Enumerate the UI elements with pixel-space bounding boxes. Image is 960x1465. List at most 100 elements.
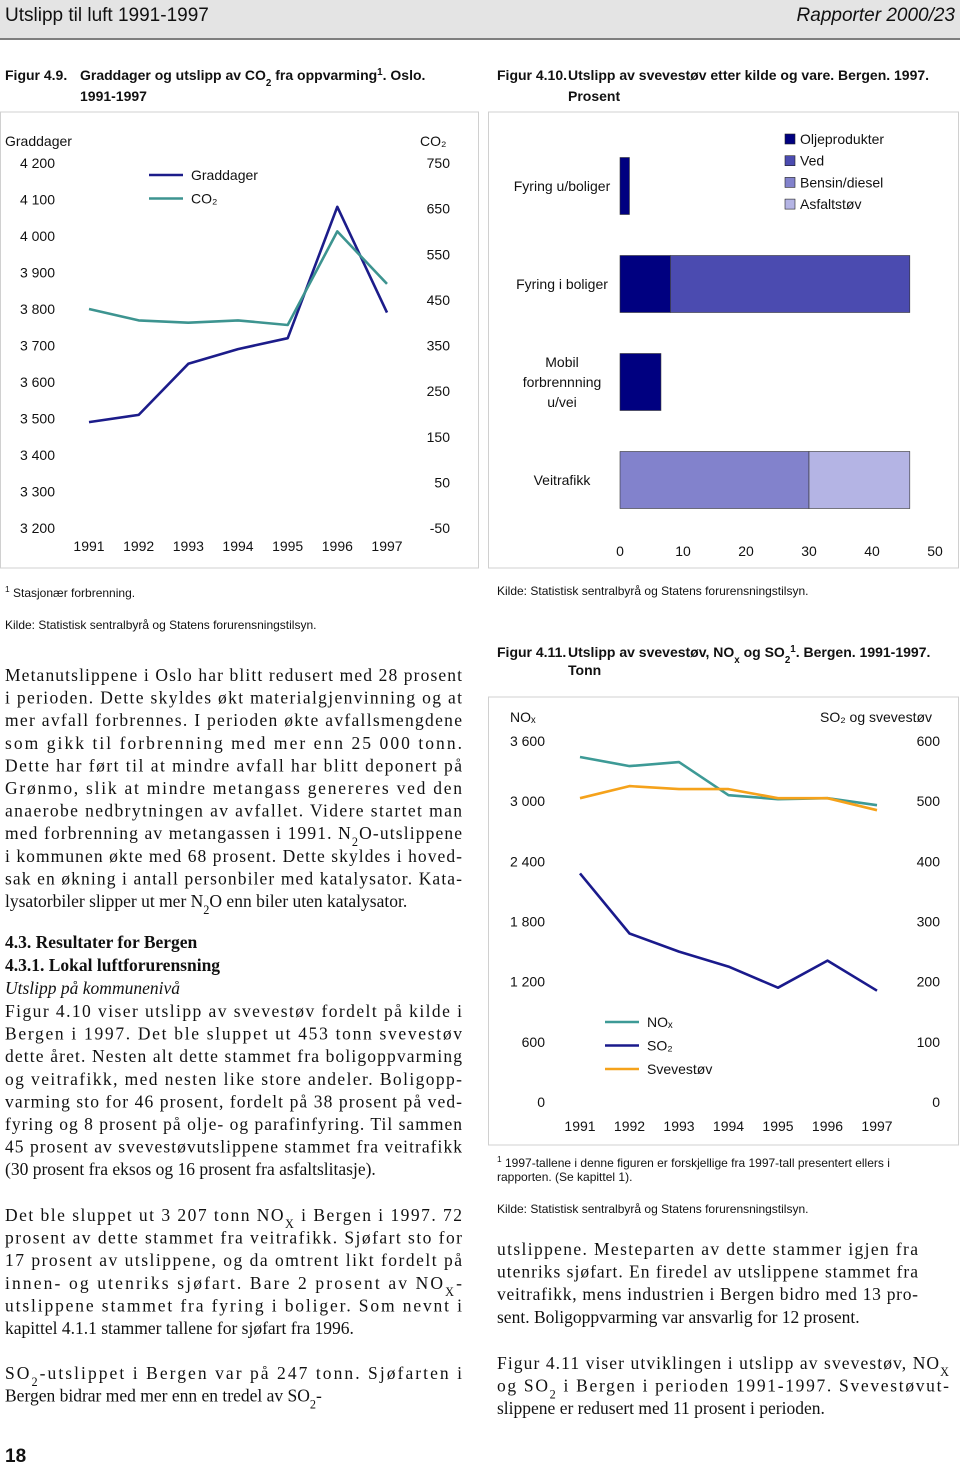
y-tick-label: 3 500 [20,411,55,427]
subscript: X [285,1217,294,1231]
x-tick-label: 1992 [614,1118,645,1134]
text-run: . Bergen. 1991-1997. [796,644,931,660]
y2-tick-label: 400 [917,853,941,869]
x-tick-label: 40 [864,543,880,559]
y-axis-title: NOₓ [510,709,536,725]
figure-subtitle: Tonn [568,662,601,678]
legend-label: Bensin/diesel [800,174,883,190]
y-tick-label: 3 800 [20,301,55,317]
x-tick-label: 1993 [663,1118,694,1134]
body-line: varming sto for 46 prosent, fordelt på 3… [5,1091,462,1111]
subscript: X [940,1365,949,1379]
y-tick-label: 3 300 [20,484,55,500]
text-run: i Bergen i 1997. 72 [295,1205,462,1225]
y-tick-label: 3 600 [20,374,55,390]
sub-subsection-heading: Utslipp på kommunenivå [5,978,180,998]
body-line: dette året. Nesten alt dette stammet fra… [5,1046,462,1066]
body-line: Det ble sluppet ut 3 207 tonn NOX i Berg… [5,1205,462,1231]
x-tick-label: 1993 [173,538,204,554]
body-line: med forbrenning av metangassen i 1991. N… [5,823,462,849]
y2-tick-label: 550 [427,246,451,262]
y2-tick-label: 600 [917,733,941,749]
y2-tick-label: 200 [917,974,941,990]
x-tick-label: 30 [801,543,817,559]
body-line: Dette har ført til at mindre avfall har … [5,755,462,775]
source: Kilde: Statistisk sentralbyrå og Statens… [497,584,808,598]
figure-subtitle: 1991-1997 [80,88,147,104]
legend-label: Svevestøv [647,1061,712,1077]
text-run: -utslippet i Bergen var på 247 tonn. Sjø… [40,1363,462,1383]
x-tick-label: 1995 [762,1118,793,1134]
body-line: Metanutslippene i Oslo har blitt reduser… [5,665,462,685]
x-tick-label: 1991 [564,1118,595,1134]
text-run: med forbrenning av metangassen i 1991. N [5,823,351,843]
data-line [88,205,389,424]
text-run: Det ble sluppet ut 3 207 tonn NO [5,1205,284,1225]
body-line: Figur 4.11 viser utviklingen i utslipp a… [497,1353,949,1379]
legend-swatch [784,177,796,188]
y2-tick-label: 300 [917,914,941,930]
superscript: 1 [790,644,796,655]
section-heading: 4.3. Resultater for Bergen [5,932,198,952]
body-line: sak en økning i antall personbiler med k… [5,868,462,888]
bar-segment [619,255,671,313]
legend-label: CO₂ [191,191,217,207]
body-line: veitrafikk, mens industrien i Bergen bid… [497,1284,918,1304]
legend-label: Ved [800,153,824,169]
y2-tick-label: 500 [917,793,941,809]
y-axis-title: Graddager [5,133,72,149]
figure-subtitle: Prosent [568,88,620,104]
y-tick-label: 3 400 [20,447,55,463]
body-line: og veitrafikk, med nesten like store and… [5,1069,462,1089]
y2-tick-label: -50 [430,520,450,536]
text-run: Bergen bidrar med mer enn en tredel av S… [5,1386,310,1406]
text-run: . Oslo. [383,67,426,83]
header-title: Utslipp til luft 1991-1997 [5,5,209,26]
body-line: Bergen i 1997. Det ble sluppet ut 453 to… [5,1024,462,1044]
subscript: x [734,655,740,666]
y-tick-label: 1 200 [510,974,545,990]
body-line: kapittel 4.1.1 stammer tallene for sjøfa… [5,1318,354,1338]
body-line: prosent av dette stammet fra veitrafikk.… [5,1228,462,1248]
text-run: 1997-tallene i denne figuren er forskjel… [502,1156,890,1170]
text-run: i Bergen i perioden 1991-1997. Svevestøv… [557,1376,949,1396]
body-line: i kommunen økte med 68 prosent. Dette sk… [5,846,462,866]
body-line: 45 prosent av svevestøvutslippene stamme… [5,1137,462,1157]
x-tick-label: 1994 [713,1118,744,1134]
text-run: O enn biler uten katalysator. [209,891,407,911]
y2-tick-label: 50 [434,474,450,490]
legend-label: NOₓ [647,1014,673,1030]
x-tick-label: 50 [927,543,943,559]
body-line: utslippene stammet fra fyring i boliger.… [5,1295,462,1315]
header-report: Rapporter 2000/23 [797,5,956,26]
footnote: rapporten. (Se kapittel 1). [497,1170,632,1184]
text-run: Graddager og utslipp av CO [80,67,266,83]
legend-label: Oljeprodukter [800,131,884,147]
category-label: Fyring u/boliger [514,178,611,194]
body-line: SO 2 -utslippet i Bergen var på 247 tonn. … [5,1363,462,1389]
figure-title: Utslipp av svevestøv, NOx og SO21. Berge… [568,644,930,666]
bar-segment [808,451,911,509]
x-tick-label: 1996 [322,538,353,554]
text-run: Utslipp av svevestøv etter kilde og vare… [568,67,929,83]
y-tick-label: 0 [537,1094,545,1110]
figure-frame [0,111,479,569]
subscript: 2 [203,903,209,917]
category-label: Mobil forbrennning u/vei [523,354,602,410]
legend-label: Asfaltstøv [800,196,861,212]
text-run: SO [5,1363,29,1383]
x-tick-label: 1991 [73,538,104,554]
footnote: 1 Stasjonær forbrenning. [5,584,135,600]
y2-tick-label: 650 [427,201,451,217]
text-run: - [456,1273,462,1293]
superscript: 1 [377,67,383,78]
y-tick-label: 3 200 [20,520,55,536]
subscript: 2 [310,1398,316,1412]
figure-title: Graddager og utslipp av CO2 fra oppvarmi… [80,67,425,89]
y-tick-label: 1 800 [510,914,545,930]
y2-tick-label: 100 [917,1034,941,1050]
figure-label: Figur 4.10. [497,67,567,83]
y-tick-label: 4 000 [20,228,55,244]
